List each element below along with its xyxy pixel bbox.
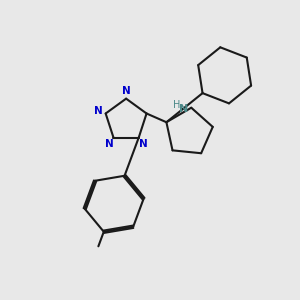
Text: N: N xyxy=(94,106,103,116)
Text: N: N xyxy=(122,86,130,96)
Text: H: H xyxy=(173,100,180,110)
Text: N: N xyxy=(178,104,188,114)
Text: N: N xyxy=(104,139,113,149)
Text: N: N xyxy=(139,139,148,149)
